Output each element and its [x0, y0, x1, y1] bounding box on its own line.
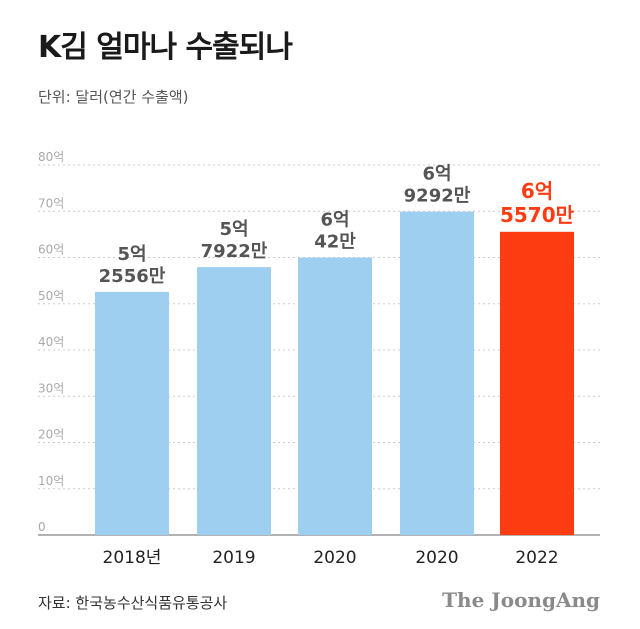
brand-logo: The JoongAng	[442, 588, 600, 612]
data-label: 5570만	[500, 203, 575, 227]
x-tick-label: 2022	[515, 548, 558, 568]
data-label: 7922만	[201, 241, 268, 262]
x-tick-label: 2018년	[103, 548, 162, 568]
source-note: 자료: 한국농수산식품유통공사	[38, 594, 228, 612]
x-tick-label: 2020	[415, 548, 458, 568]
y-tick-label: 30억	[38, 381, 64, 395]
bar	[95, 291, 169, 535]
bar	[500, 231, 574, 535]
data-label: 5억	[117, 244, 146, 265]
x-tick-label: 2019	[212, 548, 255, 568]
y-tick-label: 60억	[38, 243, 64, 257]
bar	[197, 267, 271, 535]
data-label: 6억	[521, 179, 553, 203]
data-label: 6억	[422, 164, 451, 185]
x-tick-label: 2020	[313, 548, 356, 568]
bar	[298, 257, 372, 535]
y-tick-label: 40억	[38, 335, 64, 349]
bar	[400, 211, 474, 535]
data-label: 9292만	[404, 186, 471, 207]
y-tick-label: 10억	[38, 474, 64, 488]
y-tick-label: 70억	[38, 196, 64, 210]
data-label: 5억	[219, 219, 248, 240]
page-title: K김 얼마나 수출되나	[38, 30, 293, 65]
data-label: 6억	[320, 209, 349, 230]
data-label: 2556만	[99, 266, 166, 287]
data-label: 42만	[314, 231, 356, 252]
y-tick-label: 50억	[38, 289, 64, 303]
unit-label: 단위: 달러(연간 수출액)	[38, 88, 189, 106]
y-tick-label: 20억	[38, 428, 64, 442]
y-tick-label: 0	[38, 520, 46, 534]
y-tick-label: 80억	[38, 150, 64, 164]
